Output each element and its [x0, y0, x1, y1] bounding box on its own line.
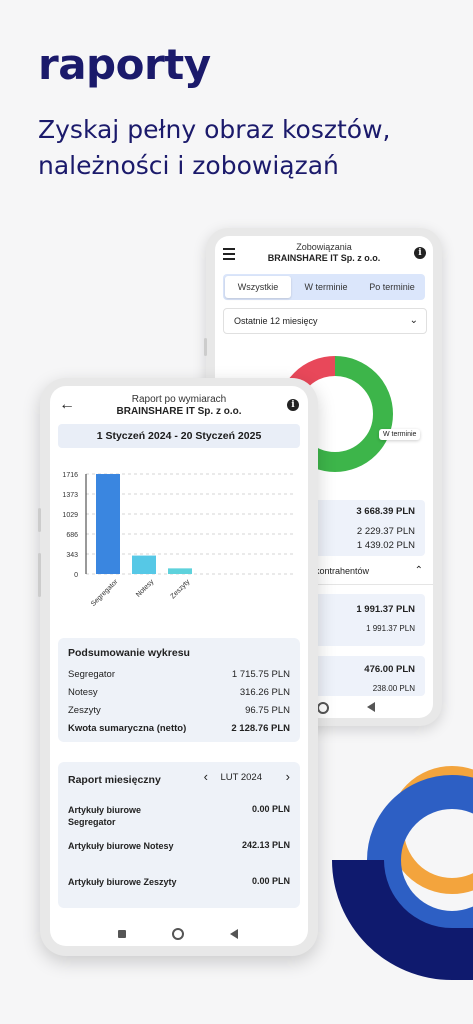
front-phone: ← Raport po wymiarach BRAINSHARE IT Sp. …: [38, 378, 318, 956]
monthly-label: Artykuły biurowe Segregator: [68, 805, 142, 827]
y-tick-label: 686: [66, 532, 78, 539]
donut-legend-label: W terminie: [379, 429, 421, 440]
chevron-down-icon: ⌄: [409, 315, 418, 326]
summary-title: Podsumowanie wykresu: [68, 647, 190, 659]
summary-value: 316.26 PLN: [239, 687, 290, 698]
summary-row: Notesy 316.26 PLN: [68, 687, 290, 701]
item-amount: 476.00 PLN: [364, 664, 415, 675]
bar-chart: 0 343 686 1029 1373 1716 Segregator Notesy Zeszy…: [50, 456, 308, 626]
x-tick-label: Zeszyty: [169, 578, 191, 600]
home-icon[interactable]: [317, 702, 329, 714]
total-amount: 3 668.39 PLN: [356, 506, 415, 517]
info-icon[interactable]: i: [414, 247, 426, 259]
back-triangle-icon[interactable]: [230, 929, 238, 939]
android-nav-bar: [50, 922, 308, 946]
status-tabs: Wszystkie W terminie Po terminie: [223, 274, 425, 300]
summary-total-row: Kwota sumaryczna (netto) 2 128.76 PLN: [68, 723, 290, 737]
overdue-amount: 1 439.02 PLN: [356, 540, 415, 551]
item-sub-amount: 238.00 PLN: [372, 684, 415, 693]
recent-apps-icon[interactable]: [118, 930, 126, 938]
period-select-value: Ostatnie 12 miesięcy: [234, 316, 318, 326]
tab-overdue[interactable]: Po terminie: [369, 282, 415, 292]
chevron-left-icon[interactable]: ‹: [203, 769, 208, 784]
chart-summary-card: Podsumowanie wykresu Segregator 1 715.75…: [58, 638, 300, 742]
screen-title: Raport po wymiarach: [131, 394, 227, 405]
android-nav-bar: [215, 696, 433, 718]
current-month: LUT 2024: [220, 772, 262, 783]
page-headline: raporty: [38, 40, 211, 89]
bar-notesy[interactable]: [132, 555, 156, 574]
accordion-label: kontrahentów: [315, 566, 370, 576]
monthly-label: Artykuły biurowe Zeszyty: [68, 877, 177, 887]
chevron-right-icon[interactable]: ›: [285, 769, 290, 784]
monthly-value: 242.13 PLN: [241, 840, 290, 850]
deco-navy-arc: [332, 860, 473, 980]
side-button: [38, 553, 41, 597]
x-tick-label: Notesy: [135, 578, 156, 599]
y-tick-label: 0: [74, 572, 78, 579]
dimension-report-screen: ← Raport po wymiarach BRAINSHARE IT Sp. …: [50, 386, 308, 946]
contractors-accordion[interactable]: kontrahentów ⌃: [215, 558, 433, 585]
side-button: [38, 508, 41, 532]
y-tick-label: 1373: [62, 492, 78, 499]
back-arrow-icon[interactable]: ←: [59, 396, 75, 413]
summary-value: 96.75 PLN: [245, 705, 290, 716]
info-icon[interactable]: i: [287, 399, 299, 411]
monthly-value: 0.00 PLN: [251, 804, 290, 814]
y-tick-label: 343: [66, 552, 78, 559]
monthly-title: Raport miesięczny: [68, 774, 161, 786]
home-icon[interactable]: [172, 928, 184, 940]
menu-icon[interactable]: [223, 248, 235, 263]
side-button: [204, 338, 207, 356]
x-tick-label: Segregator: [90, 578, 120, 608]
summary-row: Zeszyty 96.75 PLN: [68, 705, 290, 719]
on-time-amount: 2 229.37 PLN: [356, 526, 415, 537]
donut-slice-1[interactable]: [277, 356, 393, 472]
screen-title: Zobowiązania: [296, 242, 352, 252]
company-name: BRAINSHARE IT Sp. z o.o.: [116, 406, 242, 417]
bar-chart-svg: 0 343 686 1029 1373 1716 Segregator Notesy Zeszy…: [62, 472, 294, 608]
company-name: BRAINSHARE IT Sp. z o.o.: [267, 253, 381, 263]
tab-all[interactable]: Wszystkie: [225, 276, 291, 298]
bar-segregator[interactable]: [96, 474, 120, 574]
monthly-value: 0.00 PLN: [251, 876, 290, 886]
page-subheadline: Zyskaj pełny obraz kosztów, należności i…: [38, 115, 391, 180]
summary-label: Notesy: [68, 687, 98, 698]
chevron-up-icon: ⌃: [414, 565, 423, 576]
y-tick-label: 1029: [62, 512, 78, 519]
monthly-label: Artykuły biurowe Notesy: [68, 841, 174, 851]
item-sub-amount: 1 991.37 PLN: [366, 624, 415, 633]
date-range[interactable]: 1 Styczeń 2024 - 20 Styczeń 2025: [58, 424, 300, 448]
item-amount: 1 991.37 PLN: [356, 604, 415, 615]
back-triangle-icon[interactable]: [367, 702, 375, 712]
summary-label: Segregator: [68, 669, 116, 680]
summary-row: Segregator 1 715.75 PLN: [68, 669, 290, 683]
summary-total-value: 2 128.76 PLN: [231, 723, 290, 734]
tab-on-time[interactable]: W terminie: [304, 282, 348, 292]
monthly-report-card: Raport miesięczny ‹ LUT 2024 › Artykuły …: [58, 762, 300, 908]
summary-value: 1 715.75 PLN: [231, 669, 290, 680]
app-header: Zobowiązania BRAINSHARE IT Sp. z o.o. i: [215, 236, 433, 272]
y-tick-label: 1716: [62, 472, 78, 479]
period-select[interactable]: Ostatnie 12 miesięcy ⌄: [223, 308, 427, 334]
bar-zeszyty[interactable]: [168, 568, 192, 574]
summary-total-label: Kwota sumaryczna (netto): [68, 723, 187, 734]
summary-label: Zeszyty: [68, 705, 101, 716]
